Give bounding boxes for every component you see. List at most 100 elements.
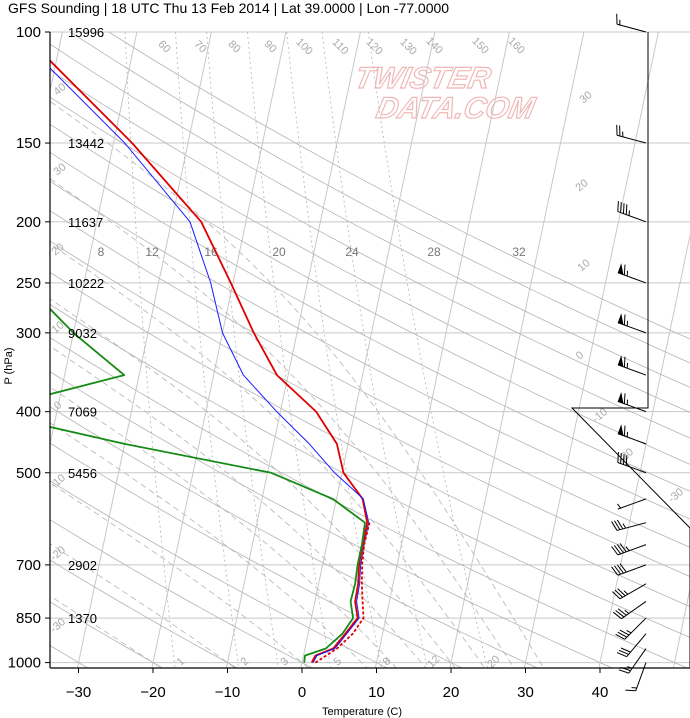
- parcel-trace: [314, 522, 371, 664]
- height-label: 2902: [68, 558, 97, 573]
- dry-adiabat-line: [50, 210, 690, 548]
- isotherm-line: [598, 233, 690, 668]
- wind-barb-flag: [616, 544, 624, 554]
- moist-adiabat-label: 10: [576, 257, 593, 274]
- dry-adiabat-line: [69, 32, 690, 364]
- dry-adiabat-label: 120: [363, 36, 384, 57]
- y-axis-title: P (hPa): [3, 347, 15, 384]
- wind-barb-flag: [615, 633, 626, 640]
- wind-barb-flag: [618, 669, 629, 674]
- mixing-ratio-bottom-label: 2: [238, 655, 251, 668]
- moist-adiabat-line: [50, 345, 427, 668]
- dry-adiabat-label: 90: [262, 38, 279, 55]
- moist-adiabat-line: [50, 595, 162, 668]
- y-tick-label: 1000: [8, 655, 41, 672]
- chart-title: GFS Sounding | 18 UTC Thu 13 Feb 2014 | …: [8, 0, 450, 16]
- wind-barb-shaft: [617, 322, 647, 334]
- wind-barb-shaft: [617, 272, 647, 284]
- moist-adiabat-label: 30: [52, 161, 69, 178]
- wind-barb: [611, 543, 647, 556]
- moist-adiabat-label: 20: [50, 241, 67, 258]
- wind-barb-shaft: [617, 433, 647, 445]
- moist-adiabat-line: [50, 543, 236, 668]
- x-tick-label: 40: [592, 684, 609, 701]
- wind-barb-flag: [625, 689, 636, 692]
- height-label: 7069: [68, 405, 97, 420]
- wind-barb-half-flag: [625, 546, 630, 552]
- dry-adiabat-label: 70: [192, 38, 209, 55]
- wind-barb-shaft: [635, 662, 647, 691]
- mixing-ratio-label: 8: [98, 245, 105, 259]
- mixing-ratio-label: 24: [345, 245, 359, 259]
- x-tick-label: −20: [140, 684, 165, 701]
- dry-adiabat-line: [50, 337, 689, 668]
- moist-adiabat-label: 10: [50, 319, 67, 336]
- wind-barb-flag: [619, 563, 627, 573]
- height-label: 10222: [68, 276, 104, 291]
- x-axis-title: Temperature (C): [322, 706, 402, 718]
- wind-barb-flag: [623, 393, 626, 404]
- dry-adiabat-line: [108, 32, 690, 340]
- wind-barbs: [611, 13, 647, 692]
- dry-adiabat-line: [50, 303, 690, 638]
- mixing-ratio-line: [286, 32, 382, 668]
- wind-barb: [617, 355, 647, 376]
- wind-barb-shaft: [621, 601, 647, 620]
- sounding-traces: [50, 59, 371, 664]
- wind-barb-flag: [611, 566, 619, 576]
- virtual-temperature-trace: [50, 67, 370, 663]
- mixing-ratio-label: 28: [427, 245, 441, 259]
- moist-adiabat-label: -30: [48, 616, 68, 635]
- dry-adiabat-line: [50, 180, 690, 520]
- wind-barb-flag: [625, 455, 628, 466]
- wind-barb-flag: [619, 629, 630, 636]
- wind-barb-flag: [620, 453, 622, 464]
- wind-barb: [617, 391, 647, 413]
- isotherm-line: [151, 32, 287, 668]
- moist-adiabat-line: [50, 100, 545, 668]
- wind-barb: [617, 263, 647, 284]
- y-tick-label: 400: [16, 404, 41, 421]
- dry-adiabat-line: [50, 240, 690, 577]
- wind-profile-boundary: [570, 32, 690, 668]
- wind-barb-flag: [616, 652, 627, 658]
- wind-barb-flag: [612, 611, 622, 620]
- wind-barb: [617, 498, 647, 510]
- wind-barb-flag: [620, 202, 622, 213]
- wind-barb: [617, 452, 647, 474]
- moist-adiabat-label: -10: [590, 406, 610, 425]
- dry-adiabat-line: [50, 69, 690, 413]
- mixing-ratio-line: [175, 32, 240, 668]
- wind-barb-flag: [623, 425, 626, 437]
- wind-barb-pennant: [617, 391, 624, 404]
- mixing-ratio-line: [321, 32, 428, 668]
- dry-adiabat-label: 150: [469, 35, 490, 56]
- wind-barb-flag: [616, 519, 624, 530]
- moist-adiabat-label: -30: [666, 486, 686, 505]
- dry-adiabat-label: 80: [226, 38, 243, 55]
- wind-barb: [616, 13, 647, 33]
- dry-adiabat-line: [50, 43, 690, 388]
- wind-barb-flag: [617, 452, 619, 463]
- mixing-ratio-line: [367, 32, 488, 668]
- dry-adiabat-line: [50, 371, 614, 668]
- height-label: 11637: [68, 215, 103, 230]
- y-tick-label: 100: [16, 24, 41, 41]
- wind-barb-flag: [620, 647, 631, 653]
- mixing-ratio-bottom-label: 3: [278, 655, 291, 668]
- mixing-ratio-label: 12: [145, 245, 159, 259]
- wind-barb: [612, 601, 647, 620]
- mixing-ratio-bottom-label: 5: [331, 655, 344, 668]
- wind-profile-outline: [570, 32, 690, 668]
- wind-barb-pennant: [617, 263, 624, 275]
- watermark-line-2: DATA.COM: [373, 92, 538, 125]
- dry-adiabat-line: [50, 151, 690, 492]
- wind-barb-flag: [623, 356, 626, 368]
- wind-barb-half-flag: [622, 523, 627, 529]
- wind-barb: [616, 124, 647, 144]
- wind-barb-shaft: [617, 211, 647, 223]
- dry-adiabat-label: 110: [330, 36, 351, 57]
- wind-barb-flag: [614, 589, 623, 598]
- wind-barb-flag: [614, 520, 621, 530]
